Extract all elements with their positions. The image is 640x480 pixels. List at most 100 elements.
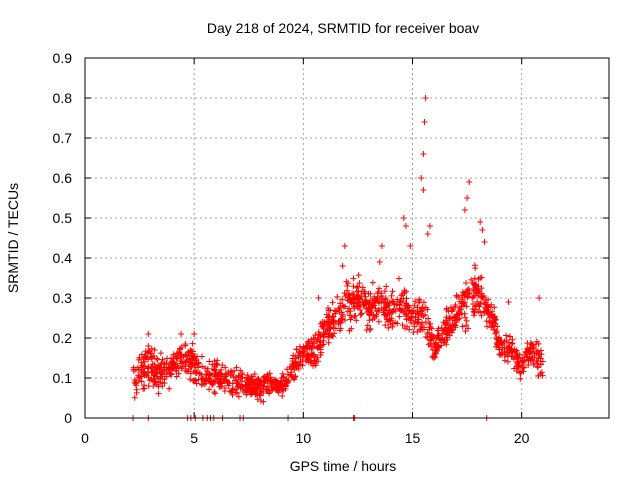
data-point	[325, 339, 332, 346]
plot-frame	[84, 57, 610, 419]
data-point	[399, 322, 406, 329]
data-point	[424, 231, 431, 237]
data-point	[170, 351, 177, 358]
data-point	[461, 207, 468, 213]
data-point	[167, 370, 174, 377]
data-point	[222, 364, 229, 371]
data-point	[513, 353, 520, 360]
data-point	[513, 347, 520, 354]
data-point	[153, 370, 160, 377]
data-point	[341, 317, 348, 324]
data-point	[287, 372, 294, 379]
data-point	[339, 313, 346, 320]
data-point	[304, 346, 311, 353]
data-point	[178, 354, 185, 361]
data-point	[427, 320, 434, 327]
data-point	[411, 323, 418, 330]
data-point	[152, 378, 159, 385]
y-tick-label: 0.5	[53, 210, 73, 226]
data-point	[189, 362, 196, 369]
data-point	[526, 354, 533, 361]
data-point	[173, 355, 180, 362]
data-point	[536, 295, 543, 301]
data-point	[539, 358, 546, 365]
data-point	[255, 377, 262, 384]
x-tick-label: 20	[514, 430, 530, 446]
data-point	[317, 351, 324, 358]
data-point	[420, 151, 427, 157]
data-point	[145, 383, 152, 390]
data-point	[326, 333, 333, 340]
data-point	[155, 390, 162, 397]
data-point	[138, 364, 145, 371]
data-point	[410, 310, 417, 317]
data-point	[443, 334, 450, 341]
data-point	[428, 325, 435, 332]
y-tick-label: 0.8	[53, 90, 73, 106]
data-point	[376, 259, 383, 265]
data-point	[517, 370, 524, 377]
data-point	[348, 325, 355, 332]
data-point	[144, 349, 151, 356]
data-point	[397, 307, 404, 314]
data-point	[424, 330, 431, 337]
data-point	[506, 333, 513, 340]
data-point	[346, 305, 353, 312]
data-point	[332, 310, 339, 317]
data-point	[214, 357, 221, 364]
data-point	[296, 361, 303, 368]
data-point	[328, 320, 335, 327]
data-point	[478, 274, 485, 281]
x-tick-label: 0	[81, 430, 89, 446]
data-point	[463, 303, 470, 310]
data-point	[366, 317, 373, 324]
data-point	[133, 386, 140, 393]
data-point	[206, 375, 213, 382]
data-point	[178, 344, 185, 351]
data-point	[451, 313, 458, 320]
data-point	[414, 304, 421, 311]
y-tick-label: 0.6	[53, 170, 73, 186]
data-point	[471, 275, 478, 282]
data-point	[470, 300, 477, 307]
data-point	[525, 361, 532, 368]
data-point	[239, 371, 246, 378]
data-point	[404, 311, 411, 318]
data-point	[153, 355, 160, 362]
data-point	[344, 283, 351, 290]
data-point	[296, 343, 303, 350]
data-point	[428, 343, 435, 350]
data-point	[392, 308, 399, 315]
data-point	[219, 362, 226, 369]
data-point	[475, 276, 482, 283]
data-point	[479, 227, 486, 233]
data-point	[268, 378, 275, 385]
data-point	[212, 373, 219, 380]
data-point	[257, 385, 264, 392]
data-point	[279, 381, 286, 388]
data-point	[536, 351, 543, 358]
data-point	[534, 364, 541, 371]
data-point	[319, 323, 326, 330]
data-point	[422, 319, 429, 326]
data-point	[225, 369, 232, 376]
data-point	[138, 378, 145, 385]
data-point	[282, 382, 289, 389]
data-point	[374, 308, 381, 315]
data-point	[478, 312, 485, 319]
data-point	[445, 308, 452, 315]
data-point	[141, 358, 148, 365]
data-point	[245, 375, 252, 382]
data-point	[332, 325, 339, 332]
data-point	[485, 308, 492, 315]
data-point	[362, 293, 369, 300]
data-point	[404, 323, 411, 330]
data-point	[331, 330, 338, 337]
data-point	[479, 294, 486, 301]
data-point	[321, 321, 328, 328]
data-point	[265, 387, 272, 394]
data-point	[412, 298, 419, 305]
data-point	[140, 385, 147, 392]
data-point	[363, 327, 370, 334]
data-point	[322, 330, 329, 337]
